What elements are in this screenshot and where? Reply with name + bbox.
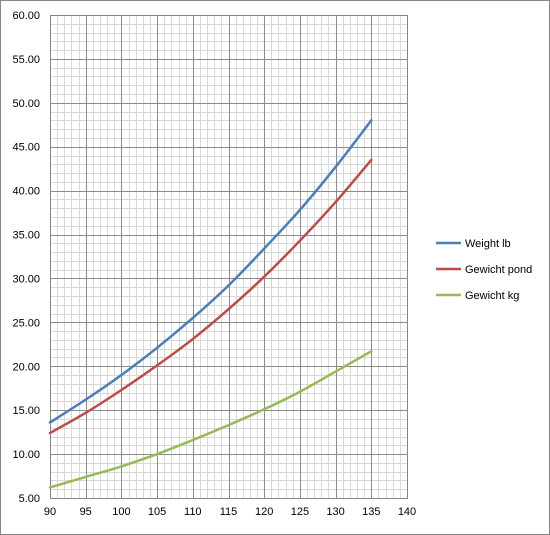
y-tick-label: 5.00 <box>19 493 40 505</box>
x-tick-label: 135 <box>362 506 380 518</box>
y-tick-label: 20.00 <box>12 361 40 373</box>
legend-label-gewicht-kg: Gewicht kg <box>465 290 519 302</box>
x-tick-label: 105 <box>148 506 166 518</box>
y-axis-ticks: 5.00 10.00 15.00 20.00 25.00 30.00 35.00 40.00 4… <box>12 10 40 505</box>
plot-area <box>50 15 407 498</box>
series-line-gewicht-pond <box>48 158 373 435</box>
y-tick-label: 45.00 <box>12 142 40 154</box>
series-layer <box>48 119 373 489</box>
y-tick-label: 50.00 <box>12 98 40 110</box>
x-tick-label: 140 <box>398 506 416 518</box>
x-tick-label: 115 <box>220 506 238 518</box>
major-gridlines <box>50 15 408 499</box>
x-tick-label: 120 <box>255 506 273 518</box>
x-tick-label: 130 <box>326 506 344 518</box>
legend-label-weight-lb: Weight lb <box>465 238 511 250</box>
x-tick-label: 90 <box>44 506 56 518</box>
legend-label-gewicht-pond: Gewicht pond <box>465 264 532 276</box>
x-tick-label: 100 <box>112 506 130 518</box>
y-tick-label: 15.00 <box>12 405 40 417</box>
plot-border <box>50 15 408 499</box>
y-tick-label: 10.00 <box>12 449 40 461</box>
x-tick-label: 125 <box>291 506 309 518</box>
y-tick-label: 30.00 <box>12 273 40 285</box>
x-axis-ticks: 90 95 100 105 110 115 120 125 130 135 140 <box>44 506 416 518</box>
x-tick-label: 95 <box>80 506 92 518</box>
y-tick-label: 55.00 <box>12 54 40 66</box>
x-tick-label: 110 <box>184 506 202 518</box>
series-line-weight-lb <box>48 119 373 424</box>
legend: Weight lb Gewicht pond Gewicht kg <box>436 238 532 302</box>
y-tick-label: 25.00 <box>12 317 40 329</box>
series-line-gewicht-kg <box>48 350 373 489</box>
y-tick-label: 40.00 <box>12 186 40 198</box>
y-tick-label: 60.00 <box>12 10 40 22</box>
y-tick-label: 35.00 <box>12 230 40 242</box>
